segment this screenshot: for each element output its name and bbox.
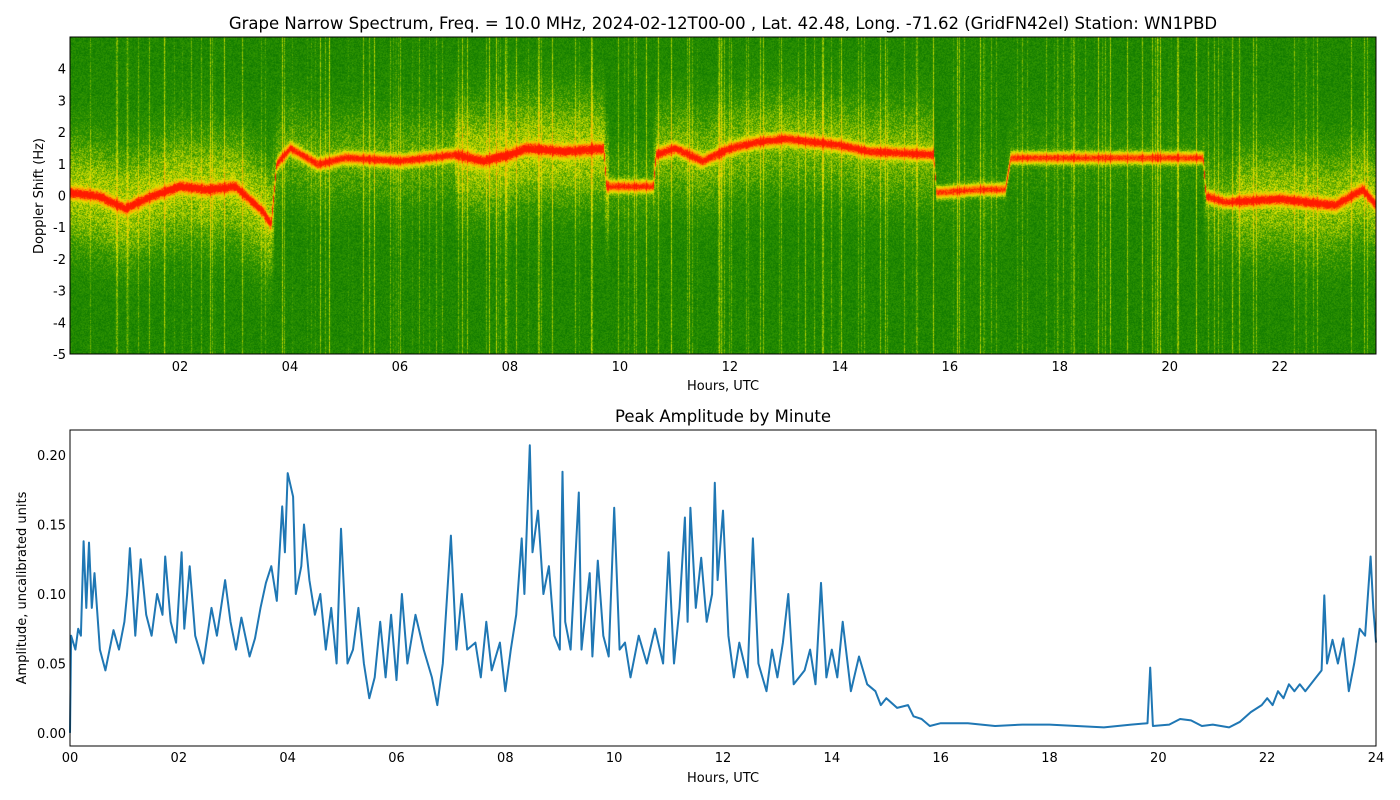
x-tick-label: 16	[932, 751, 949, 766]
x-tick-label: 12	[722, 360, 739, 375]
x-tick-label: 02	[171, 751, 188, 766]
amplitude-plot-area	[69, 444, 1377, 733]
y-tick-label: 2	[58, 126, 66, 141]
amplitude-title: Peak Amplitude by Minute	[615, 407, 831, 426]
spectrogram-y-ticks: -5 -4 -3 -2 -1 0 1 2 3 4	[53, 63, 66, 363]
y-tick-label: -5	[53, 348, 66, 363]
y-tick-label: -2	[53, 253, 66, 268]
x-tick-label: 18	[1052, 360, 1069, 375]
x-tick-label: 02	[172, 360, 189, 375]
spectrogram-frame	[69, 36, 1377, 355]
spectrogram-y-label: Doppler Shift (Hz)	[32, 138, 47, 254]
spectrogram-x-ticks: 02 04 06 08 10 12 14 16 18 20 22	[172, 360, 1288, 375]
x-tick-label: 00	[62, 751, 79, 766]
x-tick-label: 18	[1041, 751, 1058, 766]
y-tick-label: 0.10	[37, 588, 66, 603]
amplitude-x-ticks: 00 02 04 06 08 10 12 14 16 18 20 22 24	[62, 751, 1385, 766]
y-tick-label: 0.00	[37, 727, 66, 742]
y-tick-label: -3	[53, 285, 66, 300]
y-tick-label: -4	[53, 316, 66, 331]
x-tick-label: 10	[606, 751, 623, 766]
x-tick-label: 12	[715, 751, 732, 766]
x-tick-label: 20	[1162, 360, 1179, 375]
spectrogram-title: Grape Narrow Spectrum, Freq. = 10.0 MHz,…	[229, 14, 1217, 33]
y-tick-label: 0.05	[37, 657, 66, 672]
amplitude-x-label: Hours, UTC	[687, 771, 759, 786]
amplitude-y-ticks: 0.00 0.05 0.10 0.15 0.20	[37, 449, 66, 742]
y-tick-label: 3	[58, 94, 66, 109]
x-tick-label: 16	[942, 360, 959, 375]
amplitude-y-label: Amplitude, uncalibrated units	[15, 491, 30, 684]
x-tick-label: 22	[1271, 360, 1288, 375]
amplitude-frame	[69, 429, 1377, 747]
x-tick-label: 24	[1368, 751, 1385, 766]
x-tick-label: 14	[824, 751, 841, 766]
x-tick-label: 04	[279, 751, 296, 766]
spectrogram-heatmap	[70, 37, 1376, 354]
x-tick-label: 22	[1259, 751, 1276, 766]
y-tick-label: 4	[58, 63, 66, 78]
y-tick-label: 0.20	[37, 449, 66, 464]
x-tick-label: 20	[1150, 751, 1167, 766]
x-tick-label: 10	[612, 360, 629, 375]
amplitude-line	[69, 444, 1377, 733]
x-tick-label: 04	[282, 360, 299, 375]
y-tick-label: 1	[58, 158, 66, 173]
x-tick-label: 06	[388, 751, 405, 766]
x-tick-label: 14	[832, 360, 849, 375]
y-tick-label: -1	[53, 221, 66, 236]
spectrogram-x-label: Hours, UTC	[687, 379, 759, 394]
y-tick-label: 0.15	[37, 518, 66, 533]
x-tick-label: 08	[497, 751, 514, 766]
x-tick-label: 06	[392, 360, 409, 375]
y-tick-label: 0	[58, 190, 66, 205]
x-tick-label: 08	[502, 360, 519, 375]
